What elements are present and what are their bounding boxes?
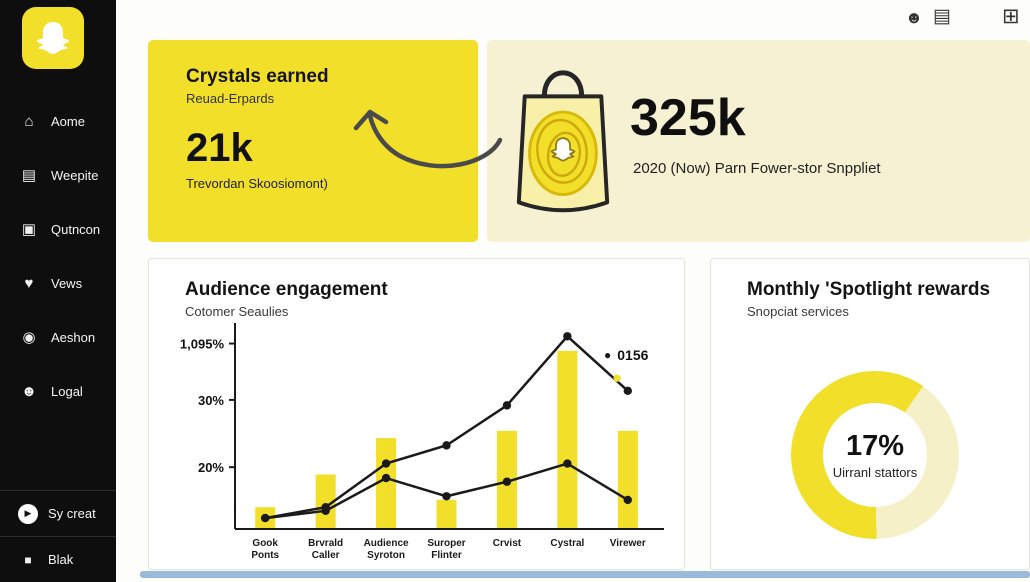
sidebar-item-label: Blak (48, 552, 74, 567)
sidebar-item-weepite[interactable]: ▤ Weepite (0, 148, 116, 202)
horizontal-scrollbar[interactable] (140, 571, 1030, 578)
sidebar: ⌂ Aome ▤ Weepite ▣ Qutncon ♥ Vews ◉ Aesh… (0, 0, 116, 582)
svg-text:Crvist: Crvist (493, 538, 522, 549)
spotlight-card: Monthly 'Spotlight rewards Snopciat serv… (710, 258, 1030, 570)
person-icon: ■ (24, 552, 32, 567)
home-icon: ⌂ (24, 112, 34, 130)
heart-icon: ♥ (24, 274, 34, 292)
svg-text:Virewer: Virewer (610, 538, 646, 549)
rewards-total-card: 325k 2020 (Now) Parn Fower-stor Snppliet (487, 40, 1030, 242)
sidebar-item-label: Aeshon (51, 329, 96, 345)
sidebar-item-aome[interactable]: ⌂ Aome (0, 94, 116, 148)
sidebar-footer: ▶ Sy creat ■ Blak (0, 490, 116, 582)
sidebar-item-aeshon[interactable]: ◉ Aeshon (0, 310, 116, 364)
gallery-icon: ▣ (21, 220, 37, 238)
legend-label: 0156 (617, 347, 649, 363)
engagement-card: Audience engagement Cotomer Seaulies 1,0… (148, 258, 685, 570)
sidebar-item-label: Aome (51, 113, 85, 129)
list-icon[interactable]: ▤ (933, 6, 951, 27)
svg-text:Brvrald: Brvrald (308, 538, 343, 549)
legend-row: ● 0156 (604, 347, 648, 363)
legend-dot-yellow: ● (612, 368, 623, 387)
snapchat-logo[interactable] (22, 7, 84, 69)
pages-icon: ▤ (21, 166, 37, 184)
tote-bag-icon (516, 70, 610, 213)
sidebar-item-blak[interactable]: ■ Blak (0, 536, 116, 582)
spotlight-subtitle: Snopciat services (747, 304, 849, 319)
svg-text:Ponts: Ponts (251, 550, 279, 561)
sidebar-nav: ⌂ Aome ▤ Weepite ▣ Qutncon ♥ Vews ◉ Aesh… (0, 94, 116, 418)
svg-text:Gook: Gook (252, 538, 278, 549)
svg-text:Syroton: Syroton (367, 550, 405, 561)
svg-text:20%: 20% (198, 460, 224, 475)
svg-text:30%: 30% (198, 393, 224, 408)
donut-center-value: 17% (845, 430, 905, 462)
engagement-subtitle: Cotomer Seaulies (185, 304, 289, 319)
people-icon[interactable]: ☻ (905, 8, 923, 27)
donut-center: 17% Uirranl stattors (823, 403, 927, 507)
rewards-total-caption: 2020 (Now) Parn Fower-stor Snppliet (633, 160, 881, 177)
rewards-total-value: 325k (630, 89, 746, 147)
chat-icon: ◉ (22, 328, 36, 346)
spotlight-donut-chart: 17% Uirranl stattors (791, 371, 959, 539)
curved-arrow-icon (353, 109, 503, 169)
donut-center-label: Uirranl stattors (832, 465, 918, 480)
sidebar-item-label: Qutncon (51, 221, 101, 237)
snapchat-ghost-icon (36, 22, 70, 54)
sidebar-item-qutncon[interactable]: ▣ Qutncon (0, 202, 116, 256)
sidebar-item-label: Vews (51, 275, 83, 291)
svg-text:1,095%: 1,095% (180, 337, 225, 352)
spotlight-title: Monthly 'Spotlight rewards (747, 279, 991, 300)
sidebar-item-logal[interactable]: ☻ Logal (0, 364, 116, 418)
play-icon: ▶ (18, 503, 38, 524)
engagement-title: Audience engagement (185, 279, 388, 300)
svg-text:Cystral: Cystral (550, 538, 584, 549)
chart-legend: ● 0156 ● (604, 347, 648, 386)
users-icon: ☻ (21, 382, 37, 400)
sidebar-item-vews[interactable]: ♥ Vews (0, 256, 116, 310)
sidebar-item-label: Logal (51, 383, 83, 399)
svg-text:Suroper: Suroper (427, 538, 465, 549)
sidebar-item-sy-creat[interactable]: ▶ Sy creat (0, 490, 116, 536)
sidebar-item-label: Sy creat (48, 506, 96, 521)
crystals-value: 21k (186, 126, 253, 170)
svg-text:Flinter: Flinter (431, 550, 462, 561)
sidebar-item-label: Weepite (51, 167, 99, 183)
crystals-title: Crystals earned (186, 66, 329, 87)
crystals-caption: Trevordan Skoosiomont) (186, 176, 328, 191)
svg-text:Audience: Audience (364, 538, 409, 549)
grid-icon[interactable]: ⊞ (1002, 5, 1020, 28)
legend-dot-black: ● (604, 348, 612, 362)
legend-row: ● (612, 369, 648, 386)
crystals-subtitle: Reuad-Erpards (186, 91, 275, 106)
crystals-card: Crystals earned Reuad-Erpards 21k Trevor… (148, 40, 478, 242)
svg-text:Caller: Caller (312, 550, 340, 561)
